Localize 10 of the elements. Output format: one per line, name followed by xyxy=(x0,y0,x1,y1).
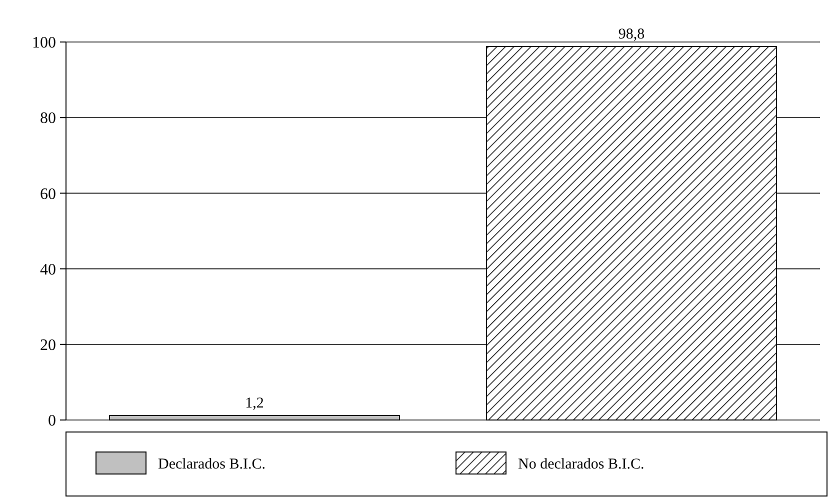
y-tick-label: 0 xyxy=(48,412,56,430)
legend-label: Declarados B.I.C. xyxy=(158,456,266,472)
legend-label: No declarados B.I.C. xyxy=(518,456,644,472)
y-tick-label: 100 xyxy=(32,34,56,52)
y-tick-label: 80 xyxy=(40,110,56,128)
y-tick-label: 20 xyxy=(40,337,56,354)
y-tick-label: 40 xyxy=(40,261,56,278)
data-label: 98,8 xyxy=(618,26,645,43)
data-label: 1,2 xyxy=(245,395,264,412)
y-tick-label: 60 xyxy=(40,186,56,203)
